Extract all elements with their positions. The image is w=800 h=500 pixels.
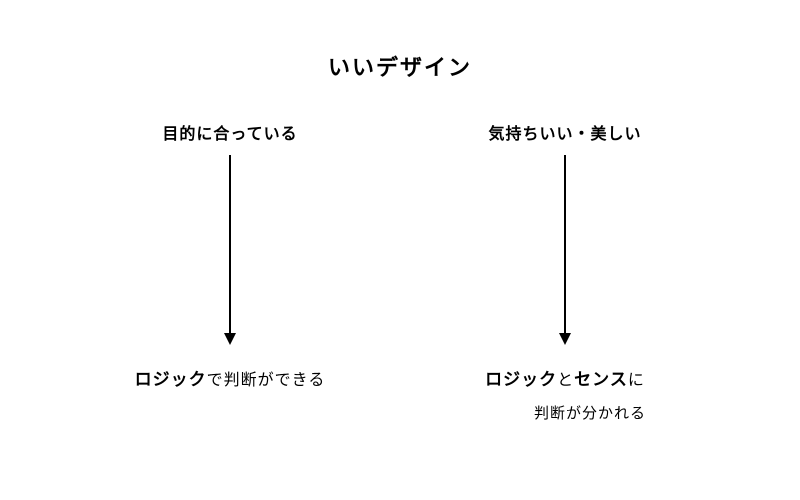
right-bold-term-2: センス <box>574 370 628 389</box>
right-mid-text: と <box>557 372 574 389</box>
right-column-conclusion-line1: ロジックとセンスに <box>430 365 700 390</box>
right-suffix-text: に <box>628 372 645 389</box>
right-column-header: 気持ちいい・美しい <box>430 120 700 144</box>
left-column-header: 目的に合っている <box>100 120 360 144</box>
right-column-conclusion-line2: 判断が分かれる <box>460 402 720 423</box>
left-bold-term: ロジック <box>135 370 207 389</box>
left-column-conclusion: ロジックで判断ができる <box>90 365 370 390</box>
left-conclusion-text: で判断ができる <box>207 372 326 389</box>
right-bold-term-1: ロジック <box>485 370 557 389</box>
diagram-title: いいデザイン <box>0 50 800 82</box>
